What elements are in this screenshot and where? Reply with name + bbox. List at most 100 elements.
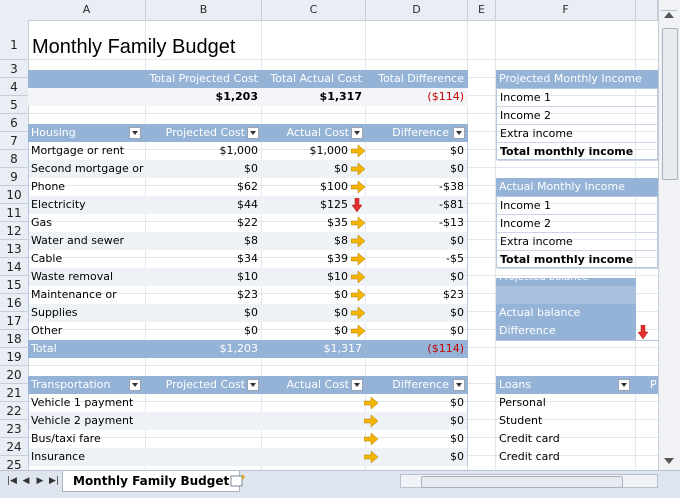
last-sheet-icon[interactable]: ▶| (49, 476, 59, 486)
loan-row[interactable]: Student (499, 414, 543, 427)
projected-income-row[interactable]: Extra income (497, 125, 659, 143)
row-header[interactable]: 6 (0, 114, 28, 132)
row-header[interactable]: 24 (0, 438, 28, 456)
horizontal-scroll-thumb[interactable] (421, 476, 623, 488)
actual-income-row[interactable]: Income 2 (497, 215, 659, 233)
filter-dropdown-icon[interactable] (618, 379, 630, 391)
column-header-g[interactable] (636, 0, 658, 20)
housing-difference-cell[interactable]: $0 (450, 306, 464, 319)
prev-sheet-icon[interactable]: ◀ (22, 476, 30, 486)
row-header[interactable]: 23 (0, 420, 28, 438)
housing-difference-cell[interactable]: -$13 (439, 216, 464, 229)
row-header[interactable]: 13 (0, 240, 28, 258)
summary-value-actual[interactable]: $1,317 (319, 90, 362, 103)
column-header-f[interactable]: F (496, 0, 636, 20)
column-header-b[interactable]: B (146, 0, 262, 20)
housing-item-label[interactable]: Phone (31, 180, 66, 193)
housing-actual-cell[interactable]: $35 (327, 216, 348, 229)
row-header[interactable]: 4 (0, 78, 28, 96)
housing-projected-cell[interactable]: $0 (244, 162, 258, 175)
housing-difference-cell[interactable]: $0 (450, 234, 464, 247)
housing-difference-cell[interactable]: $0 (450, 162, 464, 175)
housing-total-actual[interactable]: $1,317 (323, 342, 363, 355)
row-header[interactable]: 17 (0, 312, 28, 330)
column-header-a[interactable]: A (28, 0, 146, 20)
row-header[interactable]: 20 (0, 366, 28, 384)
housing-projected-cell[interactable]: $34 (237, 252, 258, 265)
housing-item-label[interactable]: Mortgage or rent (31, 144, 125, 157)
actual-income-row[interactable]: Income 1 (497, 197, 659, 215)
housing-difference-cell[interactable]: -$81 (439, 198, 464, 211)
scroll-down-icon[interactable] (664, 458, 674, 464)
transportation-difference-cell[interactable]: $0 (450, 450, 464, 463)
filter-dropdown-icon[interactable] (247, 127, 259, 139)
row-header[interactable]: 9 (0, 168, 28, 186)
housing-projected-cell[interactable]: $23 (237, 288, 258, 301)
insert-sheet-icon[interactable] (230, 474, 246, 488)
vertical-scrollbar[interactable] (658, 0, 680, 470)
column-header-e[interactable]: E (468, 0, 496, 20)
row-header[interactable]: 21 (0, 384, 28, 402)
filter-dropdown-icon[interactable] (351, 127, 363, 139)
column-header-c[interactable]: C (262, 0, 366, 20)
row-header[interactable]: 8 (0, 150, 28, 168)
filter-dropdown-icon[interactable] (247, 379, 259, 391)
housing-difference-cell[interactable]: -$38 (439, 180, 464, 193)
row-header[interactable]: 16 (0, 294, 28, 312)
housing-item-label[interactable]: Waste removal (31, 270, 114, 283)
housing-item-label[interactable]: Electricity (31, 198, 86, 211)
row-header[interactable]: 1 (0, 20, 28, 60)
row-header[interactable]: 11 (0, 204, 28, 222)
transportation-item-label[interactable]: Vehicle 1 payment (31, 396, 134, 409)
loan-row[interactable]: Credit card (499, 450, 560, 463)
projected-income-row[interactable]: Income 2 (497, 107, 659, 125)
housing-projected-cell[interactable]: $1,000 (219, 144, 259, 157)
next-sheet-icon[interactable]: ▶ (36, 476, 44, 486)
actual-income-row[interactable]: Extra income (497, 233, 659, 251)
housing-actual-cell[interactable]: $0 (334, 162, 348, 175)
housing-difference-cell[interactable]: $0 (450, 270, 464, 283)
housing-difference-cell[interactable]: $0 (450, 324, 464, 337)
housing-actual-cell[interactable]: $10 (327, 270, 348, 283)
housing-item-label[interactable]: Maintenance or (31, 288, 117, 301)
column-header-d[interactable]: D (366, 0, 468, 20)
cell-grid[interactable]: Monthly Family Budget Total Projected Co… (28, 20, 659, 470)
housing-actual-cell[interactable]: $100 (320, 180, 348, 193)
filter-dropdown-icon[interactable] (453, 127, 465, 139)
sheet-tab-monthly-family-budget[interactable]: Monthly Family Budget (62, 471, 241, 492)
loan-row[interactable]: Personal (499, 396, 546, 409)
filter-dropdown-icon[interactable] (453, 379, 465, 391)
row-header[interactable]: 12 (0, 222, 28, 240)
transportation-difference-cell[interactable]: $0 (450, 432, 464, 445)
summary-value-projected[interactable]: $1,203 (215, 90, 258, 103)
projected-income-row[interactable]: Total monthly income (497, 143, 659, 161)
housing-projected-cell[interactable]: $44 (237, 198, 258, 211)
transportation-item-label[interactable]: Insurance (31, 450, 85, 463)
housing-total-projected[interactable]: $1,203 (219, 342, 259, 355)
housing-actual-cell[interactable]: $1,000 (309, 144, 349, 157)
row-header[interactable]: 3 (0, 60, 28, 78)
filter-dropdown-icon[interactable] (129, 127, 141, 139)
split-box[interactable] (661, 0, 677, 11)
housing-item-label[interactable]: Other (31, 324, 63, 337)
first-sheet-icon[interactable]: |◀ (7, 476, 17, 486)
filter-dropdown-icon[interactable] (129, 379, 141, 391)
vertical-scroll-thumb[interactable] (662, 28, 678, 180)
row-header[interactable]: 14 (0, 258, 28, 276)
row-header[interactable]: 18 (0, 330, 28, 348)
housing-projected-cell[interactable]: $8 (244, 234, 258, 247)
housing-actual-cell[interactable]: $39 (327, 252, 348, 265)
housing-projected-cell[interactable]: $0 (244, 324, 258, 337)
housing-difference-cell[interactable]: $23 (443, 288, 464, 301)
housing-difference-cell[interactable]: $0 (450, 144, 464, 157)
row-header[interactable]: 10 (0, 186, 28, 204)
housing-projected-cell[interactable]: $22 (237, 216, 258, 229)
row-header[interactable]: 25 (6, 458, 22, 472)
scroll-up-icon[interactable] (664, 12, 674, 18)
housing-actual-cell[interactable]: $0 (334, 324, 348, 337)
transportation-item-label[interactable]: Bus/taxi fare (31, 432, 101, 445)
housing-difference-cell[interactable]: -$5 (446, 252, 464, 265)
projected-income-row[interactable]: Income 1 (497, 89, 659, 107)
loan-row[interactable]: Credit card (499, 432, 560, 445)
housing-projected-cell[interactable]: $0 (244, 306, 258, 319)
